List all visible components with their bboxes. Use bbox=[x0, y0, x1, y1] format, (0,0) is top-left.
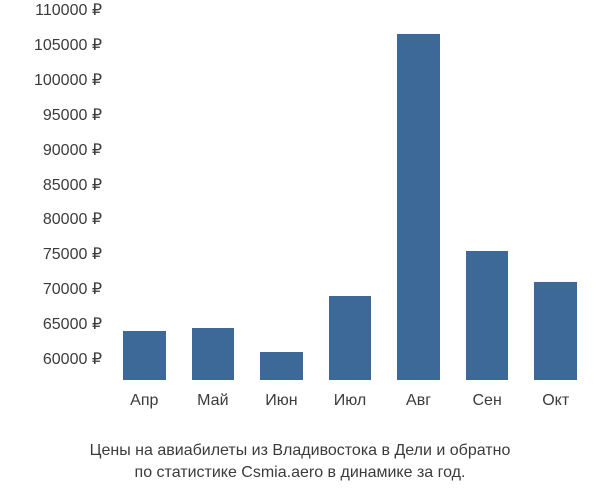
bar bbox=[123, 331, 166, 380]
y-tick-label: 110000 ₽ bbox=[35, 0, 110, 20]
plot-area: 60000 ₽65000 ₽70000 ₽75000 ₽80000 ₽85000… bbox=[110, 10, 590, 380]
x-tick-label: Окт bbox=[542, 380, 569, 410]
y-tick-label: 95000 ₽ bbox=[43, 105, 110, 125]
bar bbox=[329, 296, 372, 380]
y-tick-label: 90000 ₽ bbox=[43, 140, 110, 160]
bar bbox=[260, 352, 303, 380]
y-tick-label: 100000 ₽ bbox=[34, 70, 110, 90]
y-tick-label: 60000 ₽ bbox=[43, 349, 110, 369]
bar bbox=[192, 328, 235, 380]
y-tick-label: 65000 ₽ bbox=[43, 314, 110, 334]
y-tick-label: 105000 ₽ bbox=[34, 35, 110, 55]
x-tick-label: Сен bbox=[472, 380, 501, 410]
x-tick-label: Июл bbox=[334, 380, 366, 410]
y-tick-label: 80000 ₽ bbox=[43, 209, 110, 229]
y-tick-label: 70000 ₽ bbox=[43, 279, 110, 299]
x-tick-label: Апр bbox=[130, 380, 158, 410]
y-tick-label: 85000 ₽ bbox=[43, 175, 110, 195]
x-tick-label: Май bbox=[197, 380, 228, 410]
price-chart: 60000 ₽ 65000 ₽ 70000 ₽ 75000 ₽ 80000 ₽ 85000… bbox=[0, 0, 600, 500]
x-tick-label: Авг bbox=[406, 380, 431, 410]
chart-caption: Цены на авиабилеты из Владивостока в Дел… bbox=[0, 440, 600, 483]
x-tick-label: Июн bbox=[265, 380, 297, 410]
bar bbox=[397, 34, 440, 380]
bar bbox=[466, 251, 509, 380]
bar bbox=[534, 282, 577, 380]
y-tick-label: 75000 ₽ bbox=[43, 244, 110, 264]
